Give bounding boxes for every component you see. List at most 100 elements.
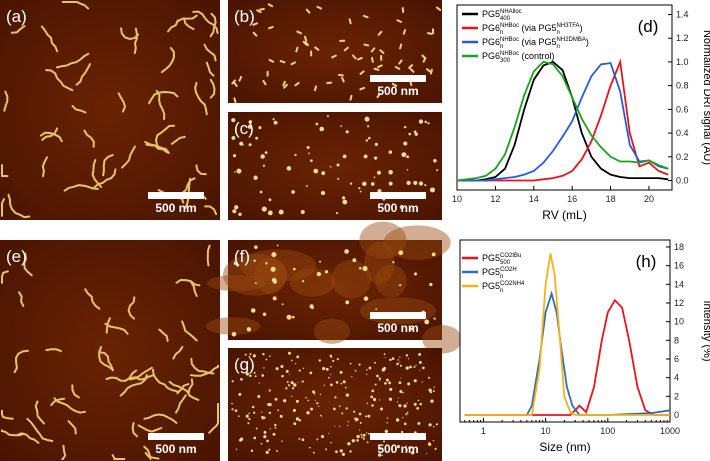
afm-particle — [247, 422, 250, 425]
afm-particle — [301, 438, 305, 442]
afm-particle — [422, 366, 425, 370]
afm-particle — [254, 245, 258, 249]
afm-particle — [351, 376, 353, 378]
afm-particle — [433, 158, 437, 163]
afm-particle — [276, 244, 279, 247]
afm-particle — [321, 415, 323, 417]
afm-particle — [365, 415, 367, 418]
afm-particle — [315, 400, 317, 402]
afm-particle — [368, 366, 372, 370]
afm-particle — [353, 410, 356, 413]
afm-particle — [332, 359, 335, 363]
afm-particle — [388, 181, 393, 186]
afm-particle — [395, 418, 400, 422]
afm-particle — [376, 170, 381, 175]
afm-worm — [53, 397, 87, 414]
afm-worm — [158, 328, 169, 342]
afm-particle — [248, 143, 252, 147]
afm-particle — [418, 119, 424, 124]
afm-particle — [431, 399, 434, 402]
x-axis-label: RV (mL) — [542, 208, 586, 222]
afm-particle — [399, 356, 401, 358]
afm-particle — [401, 152, 407, 158]
afm-particle — [372, 397, 377, 402]
afm-rod — [398, 59, 403, 65]
y-tick-label: 4 — [674, 373, 679, 383]
legend-sub: n — [557, 30, 560, 36]
afm-rod — [305, 8, 311, 14]
afm-particle — [406, 180, 411, 186]
afm-particle — [310, 407, 313, 411]
afm-rod — [409, 68, 415, 73]
afm-particle — [366, 432, 368, 434]
afm-particle — [300, 210, 305, 215]
afm-particle — [263, 435, 267, 439]
afm-rod — [379, 49, 385, 54]
scale-bar-label: 500 nm — [377, 442, 418, 456]
afm-particle — [254, 282, 257, 285]
afm-rod — [303, 35, 308, 42]
afm-particle — [261, 411, 263, 413]
afm-particle — [417, 399, 420, 402]
afm-rod — [294, 81, 300, 87]
scale-bar — [148, 433, 204, 440]
panel-label: (a) — [6, 7, 27, 26]
afm-particle — [435, 423, 438, 426]
afm-blot — [206, 275, 267, 292]
data-line — [456, 60, 669, 182]
afm-particle — [337, 177, 340, 180]
afm-particle — [340, 125, 343, 127]
y-tick-label: 2 — [674, 391, 679, 401]
afm-worm — [63, 184, 99, 192]
legend-sub: 400 — [500, 16, 511, 22]
afm-particle — [352, 258, 357, 263]
afm-worm — [187, 378, 194, 395]
afm-rod — [233, 97, 237, 104]
afm-particle — [309, 371, 313, 375]
afm-blot — [205, 317, 261, 335]
afm-particle — [347, 420, 350, 423]
afm-particle — [366, 402, 369, 405]
afm-particle — [370, 182, 375, 186]
legend-text: ) — [586, 37, 589, 47]
afm-particle — [316, 402, 319, 405]
afm-particle — [248, 355, 251, 358]
afm-worm — [71, 105, 87, 114]
afm-particle — [291, 387, 295, 390]
afm-worm — [209, 78, 216, 99]
afm-worm — [148, 90, 179, 105]
afm-particle — [418, 352, 422, 356]
afm-particle — [318, 405, 320, 407]
afm-particle — [433, 317, 436, 320]
plot-frame — [459, 239, 671, 423]
afm-particle — [362, 181, 367, 187]
x-tick-label: 18 — [606, 194, 616, 204]
afm-worm — [98, 351, 114, 372]
afm-particle — [321, 171, 326, 176]
afm-blot — [359, 221, 407, 259]
afm-rod — [408, 64, 414, 69]
afm-particle — [333, 407, 336, 411]
afm-worm — [195, 164, 207, 176]
afm-rod — [421, 54, 427, 60]
y-tick-label: 16 — [674, 261, 684, 271]
panel-label: (b) — [234, 7, 255, 26]
afm-particle — [409, 365, 412, 369]
y-tick-label: 14 — [674, 279, 684, 289]
afm-worm — [177, 14, 198, 22]
afm-particle — [268, 198, 272, 202]
afm-particle — [231, 380, 234, 383]
afm-particle — [253, 436, 257, 440]
afm-particle — [320, 434, 325, 439]
afm-particle — [248, 417, 251, 421]
afm-worm — [40, 131, 63, 143]
afm-worm — [190, 281, 198, 297]
afm-worm — [98, 346, 114, 371]
legend-text: (control) — [519, 51, 555, 61]
afm-worm — [133, 27, 138, 55]
afm-particle — [378, 447, 382, 450]
afm-particle — [319, 393, 322, 395]
afm-particle — [399, 283, 402, 287]
afm-particle — [238, 212, 242, 216]
afm-particle — [367, 125, 370, 128]
